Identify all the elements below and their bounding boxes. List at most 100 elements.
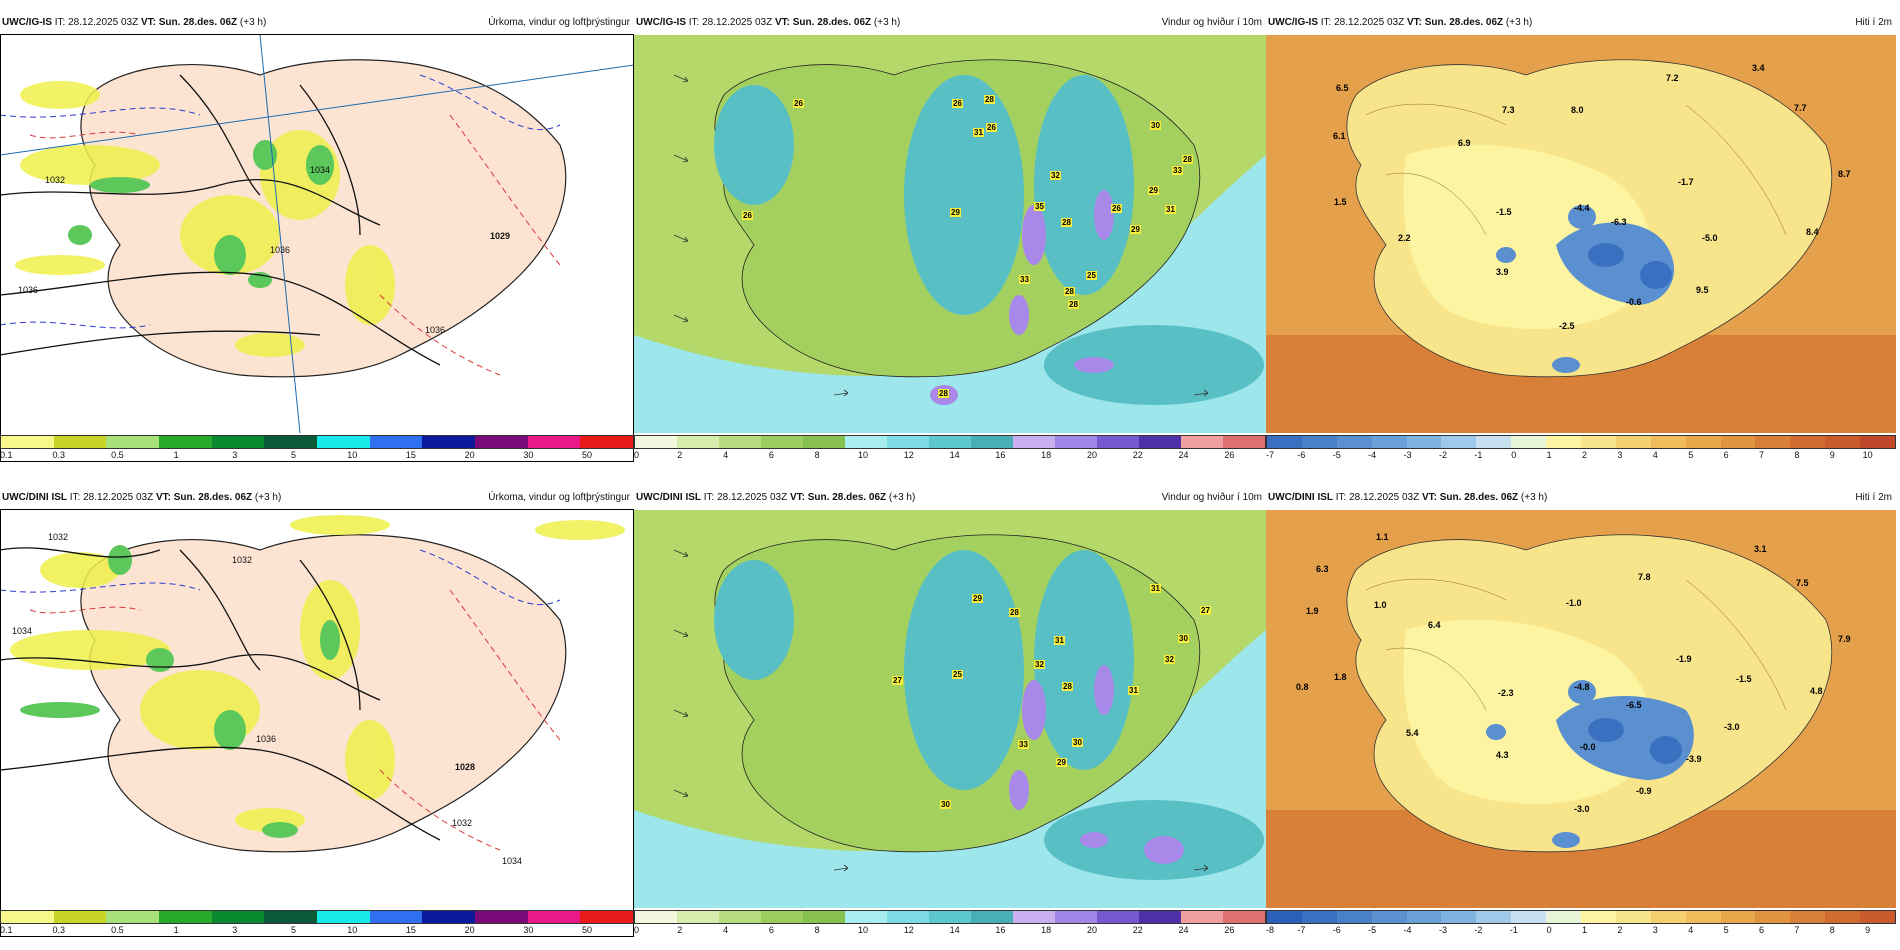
legend-swatch bbox=[1615, 911, 1651, 923]
legend-tick-label: 20 bbox=[464, 925, 475, 935]
legend-tick-label: 6 bbox=[1723, 450, 1729, 460]
gust-label: 26 bbox=[742, 211, 753, 220]
legend-swatch bbox=[1825, 436, 1861, 448]
legend-tick-label: 12 bbox=[903, 925, 914, 935]
legend-tick-label: 1 bbox=[1546, 450, 1552, 460]
legend-swatch bbox=[761, 911, 803, 923]
wind-map[interactable]: 26 26 28 31 26 30 32 35 28 26 29 31 29 2… bbox=[634, 35, 1266, 433]
panel-header: UWC/IG-IS IT: 28.12.2025 03Z VT: Sun. 28… bbox=[2, 17, 630, 33]
legend-swatch bbox=[845, 436, 887, 448]
legend-swatch bbox=[1097, 911, 1139, 923]
precip-map[interactable]: 1032 1032 1034 1036 1028 1032 1034 bbox=[0, 510, 634, 908]
gust-label: 29 bbox=[1056, 758, 1067, 767]
legend-tick-label: -7 bbox=[1266, 450, 1275, 460]
legend-tick-label: 5 bbox=[1723, 925, 1729, 935]
temp-map[interactable]: 6.5 6.1 6.9 1.5 2.2 3.9 7.3 8.0 7.2 3.4 … bbox=[1266, 35, 1896, 433]
temp-label: 6.3 bbox=[1316, 564, 1329, 574]
legend-tick-label: 15 bbox=[405, 450, 416, 460]
field-title: Úrkoma, vindur og loftþrýstingur bbox=[488, 492, 630, 503]
gust-label: 29 bbox=[950, 208, 961, 217]
wind-arrows bbox=[673, 549, 1209, 872]
legend-swatch bbox=[1650, 911, 1686, 923]
temp-label: 1.5 bbox=[1334, 197, 1347, 207]
it-label: IT: bbox=[69, 492, 81, 503]
legend-tick-label: 1 bbox=[173, 925, 179, 935]
legend-swatch bbox=[317, 911, 370, 923]
gust-label: 33 bbox=[1019, 275, 1030, 284]
model-name: UWC/IG-IS bbox=[1268, 17, 1318, 28]
temp-label: -0.6 bbox=[1626, 297, 1642, 307]
isobar-label: 1036 bbox=[270, 245, 291, 255]
temp-label: 7.7 bbox=[1794, 103, 1807, 113]
temp-label: 6.9 bbox=[1458, 138, 1471, 148]
legend-swatch bbox=[887, 911, 929, 923]
temp-label: 0.8 bbox=[1296, 682, 1309, 692]
temp-label: 3.9 bbox=[1496, 267, 1509, 277]
gust-label: 28 bbox=[938, 389, 949, 398]
gust-label: 27 bbox=[1200, 606, 1211, 615]
panel-header: UWC/IG-IS IT: 28.12.2025 03Z VT: Sun. 28… bbox=[636, 17, 1262, 33]
legend-tick-label: -6 bbox=[1297, 450, 1306, 460]
precip-moderate bbox=[20, 545, 340, 838]
temp-label: 8.4 bbox=[1806, 227, 1819, 237]
legend-swatch bbox=[1223, 436, 1265, 448]
temp-label: 7.5 bbox=[1796, 578, 1809, 588]
legend-swatch bbox=[53, 911, 107, 923]
gust-label: 27 bbox=[892, 676, 903, 685]
legend-tick-label: 2 bbox=[677, 450, 683, 460]
legend-swatch bbox=[803, 911, 845, 923]
legend-swatch bbox=[719, 911, 761, 923]
legend-ticks: -7 -6 -5 -4 -3 -2 -1 0 1 2 3 4 5 6 7 8 9 10 bbox=[1266, 450, 1896, 461]
isobar-label: 1032 bbox=[45, 175, 66, 185]
legend-tick-label: 20 bbox=[1086, 925, 1097, 935]
temp-label: -1.0 bbox=[1566, 598, 1582, 608]
legend-swatch bbox=[1685, 436, 1721, 448]
legend-tick-label: 10 bbox=[857, 925, 868, 935]
panel-header: UWC/DINI ISL IT: 28.12.2025 03Z VT: Sun.… bbox=[2, 492, 630, 508]
gust-label: 35 bbox=[1034, 202, 1045, 211]
legend-swatch bbox=[1013, 911, 1055, 923]
temp-coldest bbox=[1588, 718, 1682, 764]
isobar-label: 1034 bbox=[12, 626, 33, 636]
legend-swatch bbox=[635, 911, 677, 923]
temp-legend: -7 -6 -5 -4 -3 -2 -1 0 1 2 3 4 5 6 7 8 9 10 bbox=[1266, 435, 1896, 461]
legend-tick-label: 5 bbox=[1688, 450, 1694, 460]
legend-swatch bbox=[1511, 436, 1547, 448]
legend-swatch bbox=[211, 911, 265, 923]
temp-label: -1.9 bbox=[1676, 654, 1692, 664]
field-title: Vindur og hviður í 10m bbox=[1161, 492, 1262, 503]
field-title: Úrkoma, vindur og loftþrýstingur bbox=[488, 17, 630, 28]
legend-tick-label: -1 bbox=[1474, 450, 1483, 460]
legend-swatch bbox=[1371, 911, 1407, 923]
legend-tick-label: 8 bbox=[1829, 925, 1835, 935]
precip-map[interactable]: 1032 1034 1036 1036 1036 1029 bbox=[0, 35, 634, 433]
legend-swatch bbox=[677, 911, 719, 923]
legend-swatch bbox=[1139, 436, 1181, 448]
model-name: UWC/DINI ISL bbox=[636, 492, 701, 503]
field-title: Hiti í 2m bbox=[1855, 492, 1892, 503]
gust-label: 31 bbox=[1128, 686, 1139, 695]
legend-swatch bbox=[1755, 911, 1791, 923]
legend-tick-label: 0 bbox=[1546, 925, 1552, 935]
it-label: IT: bbox=[1320, 17, 1332, 28]
legend-ticks: 0.1 0.3 0.5 1 3 5 10 15 20 30 50 bbox=[0, 925, 634, 936]
panel-precip-dini: UWC/DINI ISL IT: 28.12.2025 03Z VT: Sun.… bbox=[0, 475, 634, 950]
temp-map[interactable]: 1.1 6.3 1.9 1.0 6.4 1.8 0.8 5.4 4.3 7.8 … bbox=[1266, 510, 1896, 908]
legend-tick-label: 22 bbox=[1132, 925, 1143, 935]
legend-swatch bbox=[1097, 436, 1139, 448]
gust-label: 30 bbox=[1178, 634, 1189, 643]
gust-label: 29 bbox=[1148, 186, 1159, 195]
legend-swatch bbox=[1615, 436, 1651, 448]
lead-time: (+3 h) bbox=[873, 17, 901, 28]
iceland-outline bbox=[80, 534, 567, 853]
wind-map[interactable]: 29 28 31 31 27 30 27 25 32 28 32 31 33 3… bbox=[634, 510, 1266, 908]
legend-bar bbox=[634, 435, 1266, 449]
isobars bbox=[0, 547, 441, 841]
temp-label: -3.9 bbox=[1686, 754, 1702, 764]
issue-time: 28.12.2025 03Z bbox=[83, 492, 154, 503]
legend-tick-label: 20 bbox=[1086, 450, 1097, 460]
isobar-label: 1032 bbox=[232, 555, 253, 565]
vt-label: VT: bbox=[774, 17, 790, 28]
legend-tick-label: 7 bbox=[1794, 925, 1800, 935]
legend-swatch bbox=[1860, 436, 1896, 448]
